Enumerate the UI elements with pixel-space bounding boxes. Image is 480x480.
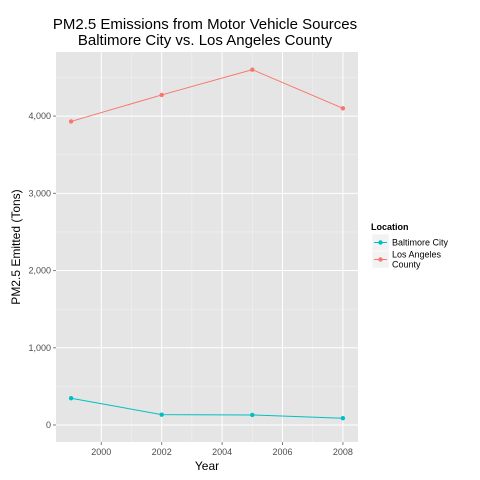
x-tick-label: 2002: [152, 447, 172, 457]
chart-title: PM2.5 Emissions from Motor Vehicle Sourc…: [53, 16, 357, 33]
plot-panel: [56, 52, 358, 442]
legend: Location Baltimore City Los Angeles County: [371, 222, 449, 270]
series-layer: [68, 67, 346, 421]
series-line-0: [71, 397, 343, 419]
data-point: [159, 92, 164, 98]
x-axis-ticks: 2000 2002 2004 2006 2008: [91, 442, 353, 457]
x-axis-title: Year: [195, 459, 219, 473]
data-point: [340, 106, 346, 111]
data-point: [68, 119, 74, 124]
data-point: [68, 396, 74, 401]
legend-title: Location: [371, 222, 409, 232]
x-tick-label: 2006: [272, 447, 292, 457]
data-point: [250, 412, 255, 418]
grid-major: [56, 52, 358, 442]
legend-label: Los Angeles County: [392, 250, 442, 270]
data-point: [340, 415, 346, 421]
data-point: [250, 67, 255, 72]
legend-label-line: County: [392, 260, 421, 270]
y-tick-label: 3,000: [28, 188, 51, 198]
legend-key: [371, 250, 390, 269]
x-tick-label: 2004: [212, 447, 232, 457]
y-tick-label: 0: [46, 420, 51, 430]
y-axis-title: PM2.5 Emitted (Tons): [9, 189, 23, 304]
y-tick-label: 4,000: [28, 111, 51, 121]
y-tick-label: 2,000: [28, 266, 51, 276]
legend-key-point: [378, 240, 383, 245]
chart-subtitle: Baltimore City vs. Los Angeles County: [78, 32, 333, 49]
legend-items: Baltimore City Los Angeles County: [371, 233, 449, 270]
x-tick-label: 2000: [91, 447, 111, 457]
series-line-1: [70, 69, 344, 122]
legend-label-line: Los Angeles: [392, 250, 442, 260]
legend-key: [371, 233, 390, 252]
y-axis-ticks: 0 1,000 2,000 3,000 4,000: [28, 111, 56, 430]
grid-minor: [56, 52, 358, 442]
legend-label: Baltimore City: [392, 238, 449, 248]
x-tick-label: 2008: [333, 447, 353, 457]
data-point: [159, 412, 164, 417]
legend-key-point: [378, 257, 383, 262]
y-tick-label: 1,000: [28, 343, 51, 353]
